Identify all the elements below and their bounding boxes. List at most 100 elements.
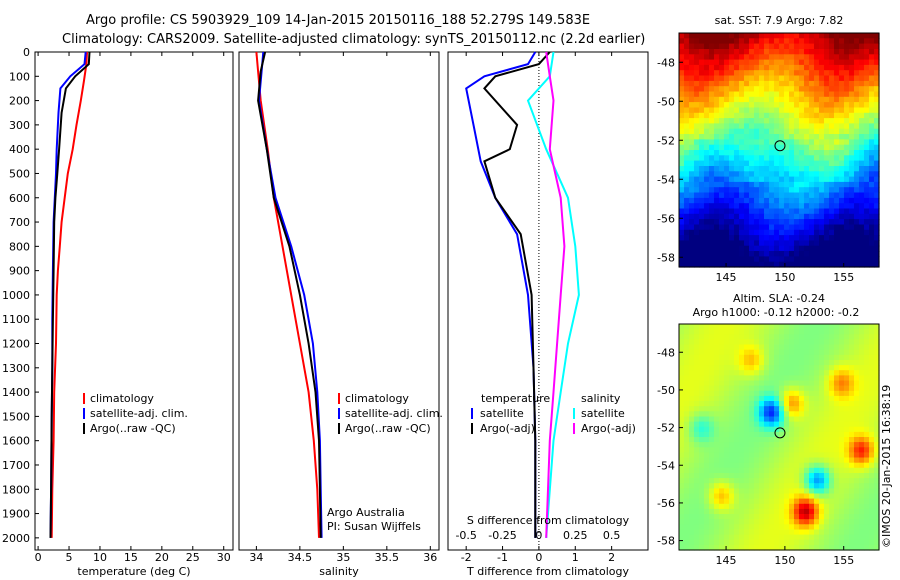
map-cell (719, 411, 725, 417)
y-tick-label: -56 (657, 212, 675, 225)
map-cell (839, 442, 845, 448)
map-cell (854, 478, 860, 484)
map-cell (824, 473, 830, 479)
map-cell (704, 498, 710, 505)
map-cell (844, 431, 850, 438)
map-cell (769, 365, 775, 371)
x-tick-label: 20 (155, 551, 169, 564)
map-cell (679, 339, 685, 346)
legend-label-sal-satellite: satellite (581, 407, 625, 420)
map-cell (724, 235, 730, 241)
map-cell (874, 261, 880, 268)
map-cell (789, 539, 795, 546)
series-line-argo-raw-qc- (257, 51, 322, 538)
map-cell (704, 150, 710, 156)
map-cell (849, 43, 855, 50)
map-cell (774, 401, 780, 407)
map-cell (804, 166, 810, 172)
map-cell (729, 539, 735, 546)
map-cell (689, 508, 695, 515)
map-cell (729, 203, 735, 210)
map-cell (804, 112, 810, 119)
map-cell (834, 256, 840, 263)
map-cell (839, 213, 845, 220)
map-cell (814, 411, 820, 417)
map-cell (864, 375, 870, 382)
map-cell (874, 534, 880, 541)
map-cell (774, 519, 780, 525)
map-cell (779, 483, 785, 489)
map-cell (759, 519, 765, 525)
map-cell (709, 483, 715, 489)
map-cell (814, 395, 820, 402)
map-cell (814, 380, 820, 387)
map-cell (754, 213, 760, 220)
map-cell (769, 529, 775, 536)
map-cell (779, 488, 785, 495)
map-cell (804, 256, 810, 263)
map-cell (834, 534, 840, 541)
map-cell (699, 329, 705, 335)
map-cell (769, 508, 775, 515)
map-cell (804, 49, 810, 55)
map-cell (799, 467, 805, 474)
map-cell (739, 160, 745, 167)
map-cell (679, 529, 685, 536)
map-cell (789, 59, 795, 66)
map-cell (749, 38, 755, 45)
map-cell (864, 33, 870, 39)
map-cell (744, 498, 750, 505)
map-cell (754, 529, 760, 536)
legend-label-climatology: climatology (90, 392, 154, 405)
map-cell (774, 380, 780, 387)
map-cell (854, 64, 860, 71)
map-cell (869, 245, 875, 252)
map-cell (739, 155, 745, 162)
map-cell (684, 411, 690, 417)
map-cell (789, 197, 795, 204)
map-cell (804, 102, 810, 108)
map-cell (689, 54, 695, 61)
map-cell (689, 406, 695, 412)
map-cell (739, 539, 745, 546)
map-cell (779, 155, 785, 162)
map-cell (744, 349, 750, 356)
map-cell (769, 245, 775, 252)
map-cell (814, 524, 820, 530)
map-cell (824, 256, 830, 263)
map-cell (764, 406, 770, 412)
map-cell (864, 70, 870, 77)
map-cell (819, 251, 825, 257)
map-cell (754, 33, 760, 39)
map-cell (689, 187, 695, 194)
map-cell (739, 447, 745, 453)
map-cell (724, 102, 730, 108)
map-cell (829, 181, 835, 188)
map-cell (709, 539, 715, 546)
map-cell (834, 155, 840, 162)
map-cell (729, 197, 735, 204)
map-cell (849, 107, 855, 114)
map-cell (859, 324, 865, 330)
map-cell (749, 452, 755, 459)
map-cell (854, 43, 860, 50)
map-cell (784, 139, 790, 146)
map-cell (749, 406, 755, 412)
map-cell (734, 431, 740, 438)
map-cell (799, 514, 805, 520)
map-cell (694, 344, 700, 351)
map-cell (714, 390, 720, 397)
map-cell (844, 203, 850, 210)
map-cell (844, 329, 850, 335)
map-cell (839, 192, 845, 199)
map-cell (759, 390, 765, 397)
map-cell (699, 224, 705, 231)
map-cell (794, 442, 800, 448)
map-cell (769, 406, 775, 412)
map-cell (839, 203, 845, 210)
map-cell (799, 488, 805, 495)
map-cell (764, 534, 770, 541)
map-cell (804, 339, 810, 346)
map-cell (829, 534, 835, 541)
map-cell (759, 462, 765, 469)
